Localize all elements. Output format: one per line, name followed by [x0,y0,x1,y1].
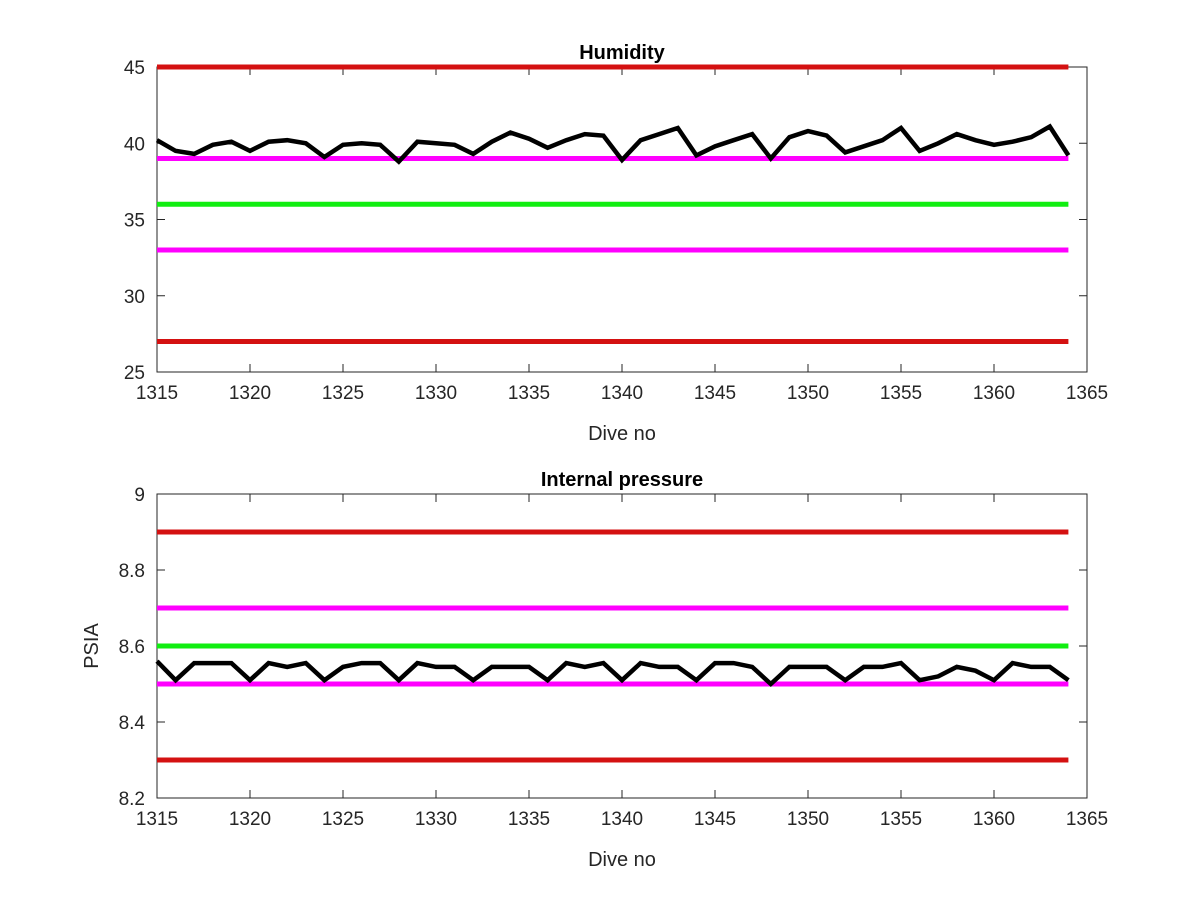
x-tick-label: 1315 [136,809,178,830]
x-tick-label: 1350 [787,809,829,830]
x-tick-label: 1320 [229,809,271,830]
y-tick-label: 40 [124,134,145,155]
y-tick-label: 45 [124,58,145,79]
chart-title: Humidity [579,42,665,64]
chart-title: Internal pressure [541,469,703,491]
x-tick-label: 1335 [508,383,550,404]
series-line [155,123,1071,165]
x-tick-label: 1340 [601,809,643,830]
x-axis-label: Dive no [588,849,656,871]
x-tick-label: 1315 [136,383,178,404]
x-tick-label: 1365 [1066,809,1108,830]
y-tick-label: 30 [124,287,145,308]
x-tick-label: 1345 [694,809,736,830]
x-tick-label: 1350 [787,383,829,404]
x-tick-label: 1345 [694,383,736,404]
y-tick-label: 35 [124,211,145,232]
x-tick-label: 1340 [601,383,643,404]
x-tick-label: 1325 [322,809,364,830]
y-tick-label: 9 [134,485,145,506]
x-axis-label: Dive no [588,423,656,445]
plot-area [156,66,1088,373]
x-tick-label: 1325 [322,383,364,404]
x-tick-label: 1355 [880,809,922,830]
humidity-chart: 1315 1320 1325 1330 1335 1340 1345 1350 1355 1360… [124,42,1108,445]
y-tick-label: 8.6 [119,637,145,658]
x-tick-label: 1330 [415,383,457,404]
y-tick-label: 8.4 [119,713,146,734]
internal-pressure-chart: 1315 1320 1325 1330 1335 1340 1345 1350 1355 1360… [81,469,1108,871]
x-tick-label: 1365 [1066,383,1108,404]
x-tick-label: 1335 [508,809,550,830]
y-axis-label: PSIA [81,623,103,669]
x-tick-label: 1355 [880,383,922,404]
x-tick-label: 1330 [415,809,457,830]
x-tick-label: 1320 [229,383,271,404]
x-tick-label: 1360 [973,383,1015,404]
y-tick-label: 8.8 [119,561,145,582]
x-tick-label: 1360 [973,809,1015,830]
series-line [155,659,1070,688]
y-tick-label: 8.2 [119,789,145,810]
y-tick-label: 25 [124,363,145,384]
